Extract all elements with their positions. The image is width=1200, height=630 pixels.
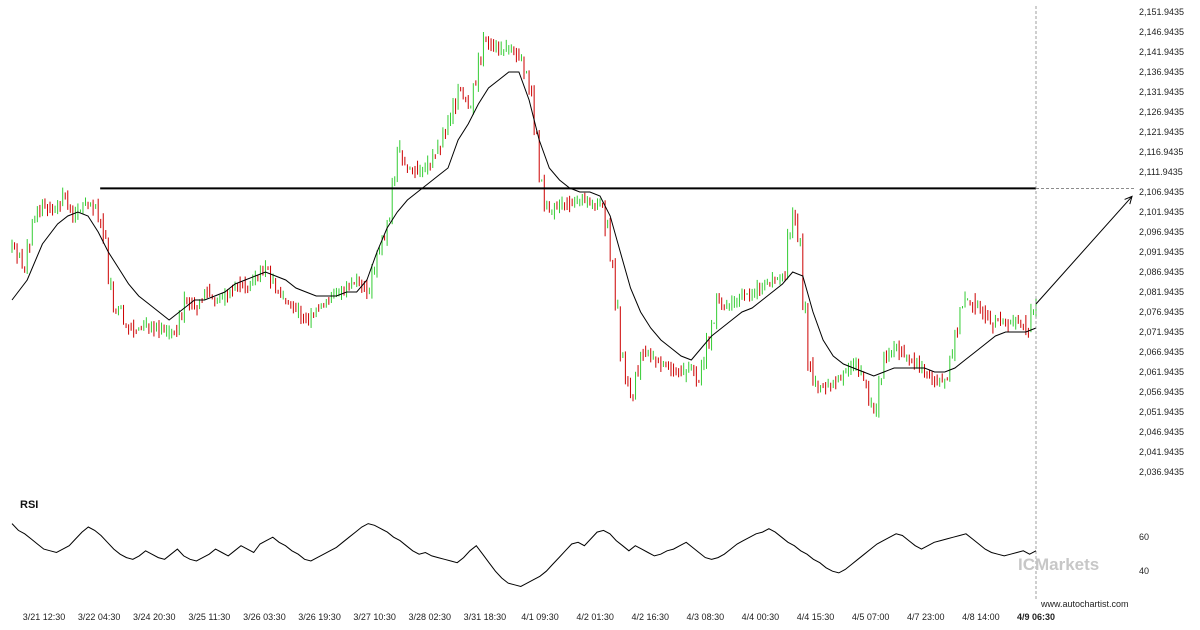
rsi-y-axis: 60 40: [1139, 532, 1149, 576]
rsi-panel: RSI ICMarkets: [20, 499, 1099, 574]
time-tick-label: 4/4 15:30: [797, 612, 835, 622]
time-tick-label: 3/21 12:30: [23, 612, 66, 622]
price-tick-label: 2,091.9435: [1139, 247, 1184, 257]
current-time-label: 4/9 06:30: [1017, 612, 1055, 622]
price-tick-label: 2,036.9435: [1139, 467, 1184, 477]
price-tick-label: 2,096.9435: [1139, 227, 1184, 237]
moving-average: [11, 71, 1037, 377]
time-tick-label: 3/27 10:30: [353, 612, 396, 622]
time-tick-label: 4/3 08:30: [687, 612, 725, 622]
time-tick-label: 3/25 11:30: [188, 612, 230, 622]
price-tick-label: 2,146.9435: [1139, 27, 1184, 37]
price-tick-label: 2,076.9435: [1139, 307, 1184, 317]
time-tick-label: 4/1 09:30: [521, 612, 559, 622]
source-label: www.autochartist.com: [1040, 599, 1129, 609]
price-tick-label: 2,121.9435: [1139, 127, 1184, 137]
price-tick-label: 2,131.9435: [1139, 87, 1184, 97]
time-tick-label: 4/2 16:30: [631, 612, 669, 622]
price-tick-label: 2,051.9435: [1139, 407, 1184, 417]
rsi-series-line: [11, 523, 1037, 588]
price-tick-label: 2,111.9435: [1139, 167, 1183, 177]
moving-average-line: [11, 71, 1037, 377]
time-tick-label: 3/26 03:30: [243, 612, 286, 622]
price-candles: [11, 31, 1037, 418]
projection-arrow: [1035, 196, 1133, 305]
rsi-line: [11, 523, 1037, 588]
time-x-axis: 3/21 12:30 3/22 04:30 3/24 20:30 3/25 11:30…: [23, 612, 1055, 622]
price-tick-label: 2,081.9435: [1139, 287, 1184, 297]
rsi-tick-label: 40: [1139, 566, 1149, 576]
time-tick-label: 4/5 07:00: [852, 612, 890, 622]
rsi-title: RSI: [20, 499, 38, 511]
price-tick-label: 2,116.9435: [1139, 147, 1183, 157]
price-tick-label: 2,141.9435: [1139, 47, 1184, 57]
time-tick-label: 4/4 00:30: [742, 612, 780, 622]
price-tick-label: 2,136.9435: [1139, 67, 1184, 77]
price-tick-label: 2,106.9435: [1139, 187, 1184, 197]
time-tick-label: 3/26 19:30: [298, 612, 341, 622]
price-tick-label: 2,071.9435: [1139, 327, 1184, 337]
time-tick-label: 4/7 23:00: [907, 612, 945, 622]
price-tick-label: 2,041.9435: [1139, 447, 1184, 457]
time-tick-label: 3/24 20:30: [133, 612, 176, 622]
time-tick-label: 3/31 18:30: [464, 612, 507, 622]
brand-watermark: ICMarkets: [1018, 555, 1099, 574]
price-tick-label: 2,126.9435: [1139, 107, 1184, 117]
time-tick-label: 4/2 01:30: [576, 612, 614, 622]
rsi-tick-label: 60: [1139, 532, 1149, 542]
time-tick-label: 3/22 04:30: [78, 612, 121, 622]
time-tick-label: 4/8 14:00: [962, 612, 1000, 622]
time-tick-label: 3/28 02:30: [409, 612, 452, 622]
price-tick-label: 2,151.9435: [1139, 7, 1184, 17]
price-y-axis: 2,151.9435 2,146.9435 2,141.9435 2,136.9435…: [1139, 7, 1184, 477]
price-tick-label: 2,066.9435: [1139, 347, 1184, 357]
price-tick-label: 2,061.9435: [1139, 367, 1184, 377]
price-tick-label: 2,086.9435: [1139, 267, 1184, 277]
price-annotations: [100, 6, 1136, 600]
price-tick-label: 2,046.9435: [1139, 427, 1184, 437]
price-tick-label: 2,101.9435: [1139, 207, 1184, 217]
price-tick-label: 2,056.9435: [1139, 387, 1184, 397]
projection-arrowhead: [1124, 195, 1133, 205]
